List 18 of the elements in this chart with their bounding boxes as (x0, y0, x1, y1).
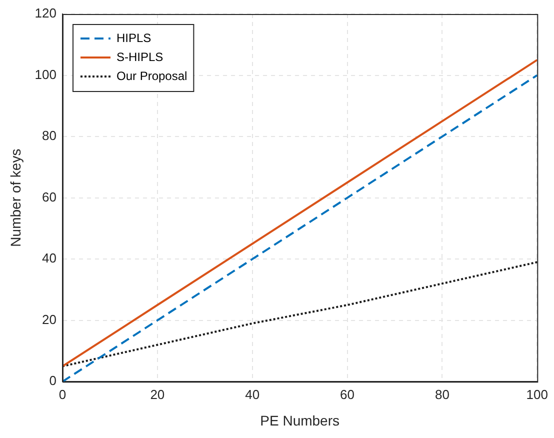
legend-label: Our Proposal (116, 68, 188, 83)
x-axis-title: PE Numbers (260, 412, 340, 428)
y-tick-label: 0 (49, 373, 56, 388)
y-tick-label: 100 (34, 66, 56, 82)
x-tick-label: 0 (58, 386, 66, 402)
y-axis-title: Number of keys (7, 148, 24, 247)
y-tick-label: 120 (34, 6, 56, 21)
y-tick-label: 20 (42, 312, 56, 327)
x-tick-label: 60 (340, 386, 355, 402)
x-tick-label: 40 (245, 386, 260, 402)
legend-label: HIPLS (116, 30, 152, 45)
x-tick-label: 100 (526, 386, 548, 402)
y-tick-label: 60 (42, 189, 56, 204)
y-tick-label: 40 (42, 250, 56, 266)
legend-label: S-HIPLS (116, 50, 164, 64)
y-tick-label: 80 (42, 128, 56, 144)
x-tick-label: 20 (150, 386, 165, 402)
x-tick-label: 80 (434, 386, 450, 402)
